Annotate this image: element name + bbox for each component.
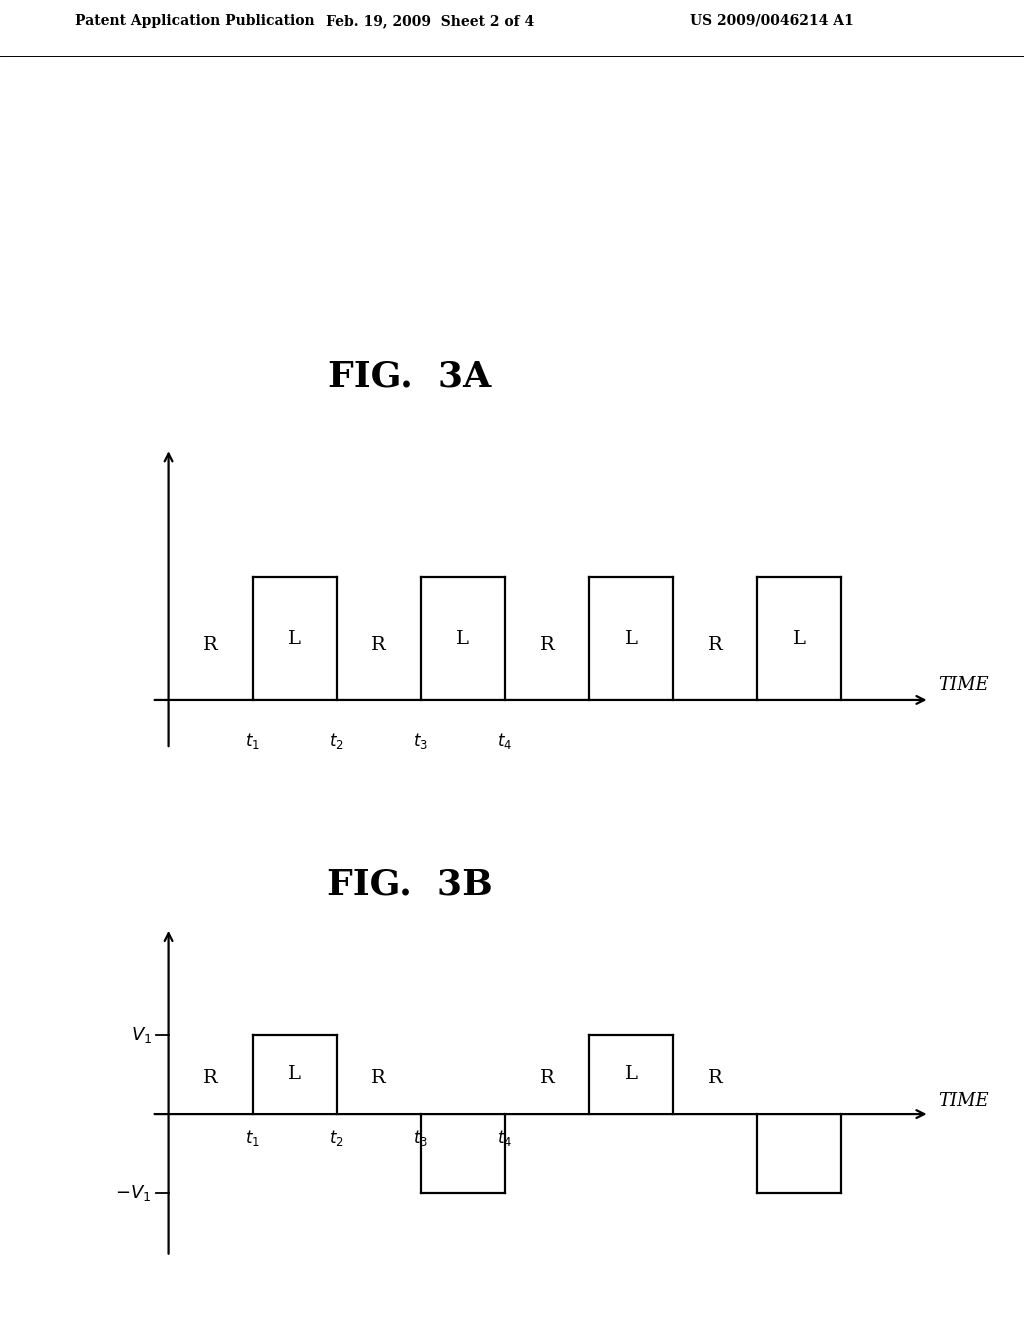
- Text: L: L: [625, 1065, 638, 1084]
- Text: $t_1$: $t_1$: [245, 1129, 260, 1148]
- Text: R: R: [203, 1069, 218, 1088]
- Text: $-V_1$: $-V_1$: [116, 1183, 152, 1204]
- Text: $V_1$: $V_1$: [131, 1024, 152, 1045]
- Text: $t_3$: $t_3$: [414, 1129, 428, 1148]
- Text: $t_2$: $t_2$: [330, 731, 344, 751]
- Text: TIME: TIME: [938, 676, 988, 694]
- Text: R: R: [540, 636, 554, 653]
- Text: $t_2$: $t_2$: [330, 1129, 344, 1148]
- Text: R: R: [540, 1069, 554, 1088]
- Text: $t_4$: $t_4$: [498, 731, 512, 751]
- Text: $t_3$: $t_3$: [414, 731, 428, 751]
- Text: R: R: [203, 636, 218, 653]
- Text: L: L: [793, 630, 806, 648]
- Text: Patent Application Publication: Patent Application Publication: [75, 13, 314, 28]
- Text: R: R: [372, 636, 386, 653]
- Text: R: R: [708, 636, 723, 653]
- Text: Feb. 19, 2009  Sheet 2 of 4: Feb. 19, 2009 Sheet 2 of 4: [326, 13, 535, 28]
- Text: L: L: [625, 630, 638, 648]
- Text: US 2009/0046214 A1: US 2009/0046214 A1: [690, 13, 854, 28]
- Text: R: R: [708, 1069, 723, 1088]
- Text: R: R: [372, 1069, 386, 1088]
- Text: $t_4$: $t_4$: [498, 1129, 512, 1148]
- Text: L: L: [288, 630, 301, 648]
- Text: L: L: [288, 1065, 301, 1084]
- Text: FIG.  3A: FIG. 3A: [328, 359, 492, 393]
- Text: FIG.  3B: FIG. 3B: [327, 867, 493, 902]
- Text: L: L: [457, 630, 469, 648]
- Text: TIME: TIME: [938, 1092, 988, 1110]
- Text: $t_1$: $t_1$: [245, 731, 260, 751]
